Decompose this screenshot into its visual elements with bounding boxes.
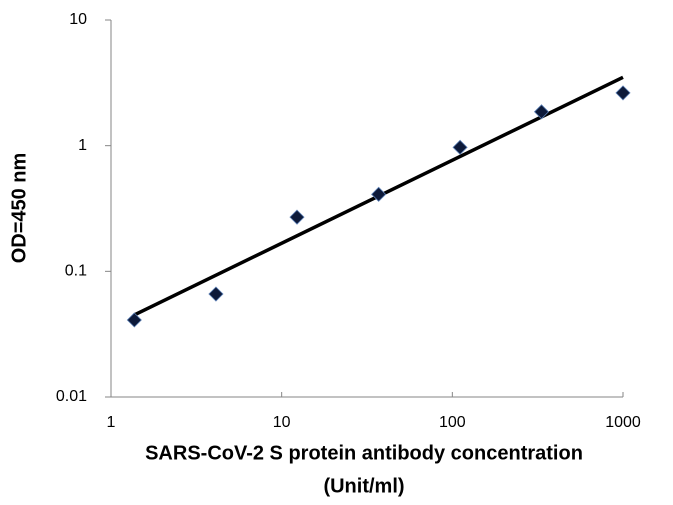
x-tick-label: 1000 <box>605 414 641 431</box>
data-point <box>452 139 468 155</box>
data-point <box>533 104 550 120</box>
data-point <box>208 286 224 302</box>
data-point <box>371 186 387 202</box>
x-axis-label: (Unit/ml) <box>323 475 404 497</box>
y-tick-label: 0.01 <box>56 388 87 405</box>
y-tick-label: 0.1 <box>65 263 87 280</box>
data-point <box>289 209 305 225</box>
x-tick-label: 100 <box>439 414 466 431</box>
data-point <box>615 85 631 101</box>
x-tick-label: 10 <box>273 414 291 431</box>
y-tick-label: 1 <box>78 137 87 154</box>
y-tick-label: 10 <box>69 11 87 28</box>
y-axis-label: OD=450 nm <box>8 153 30 264</box>
x-axis-label: SARS-CoV-2 S protein antibody concentrat… <box>145 442 583 464</box>
x-tick-label: 1 <box>107 414 116 431</box>
data-point <box>126 312 142 328</box>
